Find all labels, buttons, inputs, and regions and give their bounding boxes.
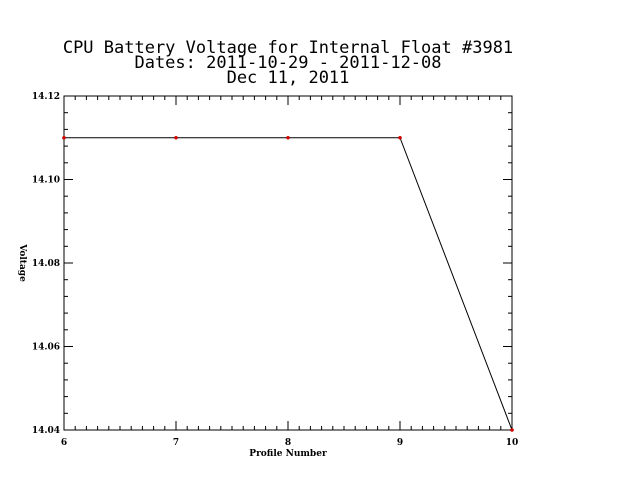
- x-tick-label: 10: [506, 438, 519, 448]
- y-tick-label: 14.06: [32, 343, 60, 353]
- y-tick-label: 14.12: [32, 92, 60, 102]
- plot-frame: [63, 95, 513, 431]
- x-tick-label: 7: [173, 438, 179, 448]
- title-line-3: Dec 11, 2011: [227, 68, 350, 88]
- x-axis-ticks: [63, 96, 513, 430]
- title-line-2: Dates: 2011-10-29 - 2011-12-08: [134, 53, 441, 73]
- data-series: [62, 135, 514, 432]
- chart-title: CPU Battery Voltage for Internal Float #…: [63, 38, 513, 88]
- y-tick-label: 14.08: [32, 259, 60, 269]
- title-line-1: CPU Battery Voltage for Internal Float #…: [63, 38, 513, 58]
- x-tick-label: 6: [61, 438, 67, 448]
- y-tick-label: 14.10: [32, 176, 60, 186]
- y-tick-label: 14.04: [32, 426, 60, 436]
- x-axis-label: Profile Number: [249, 449, 327, 459]
- data-point: [398, 135, 402, 140]
- x-tick-label: 8: [285, 438, 291, 448]
- data-point: [62, 135, 66, 140]
- series-line: [64, 137, 513, 431]
- y-axis-tick-labels: 14.04 14.06 14.08 14.10 14.12: [32, 92, 60, 436]
- y-axis-ticks: [64, 95, 512, 431]
- x-axis-tick-labels: 6 7 8 9 10: [61, 438, 518, 448]
- x-tick-label: 9: [397, 438, 403, 448]
- data-point: [510, 428, 514, 432]
- data-point: [174, 135, 178, 140]
- data-point: [286, 135, 290, 140]
- y-axis-label: Voltage: [17, 243, 27, 282]
